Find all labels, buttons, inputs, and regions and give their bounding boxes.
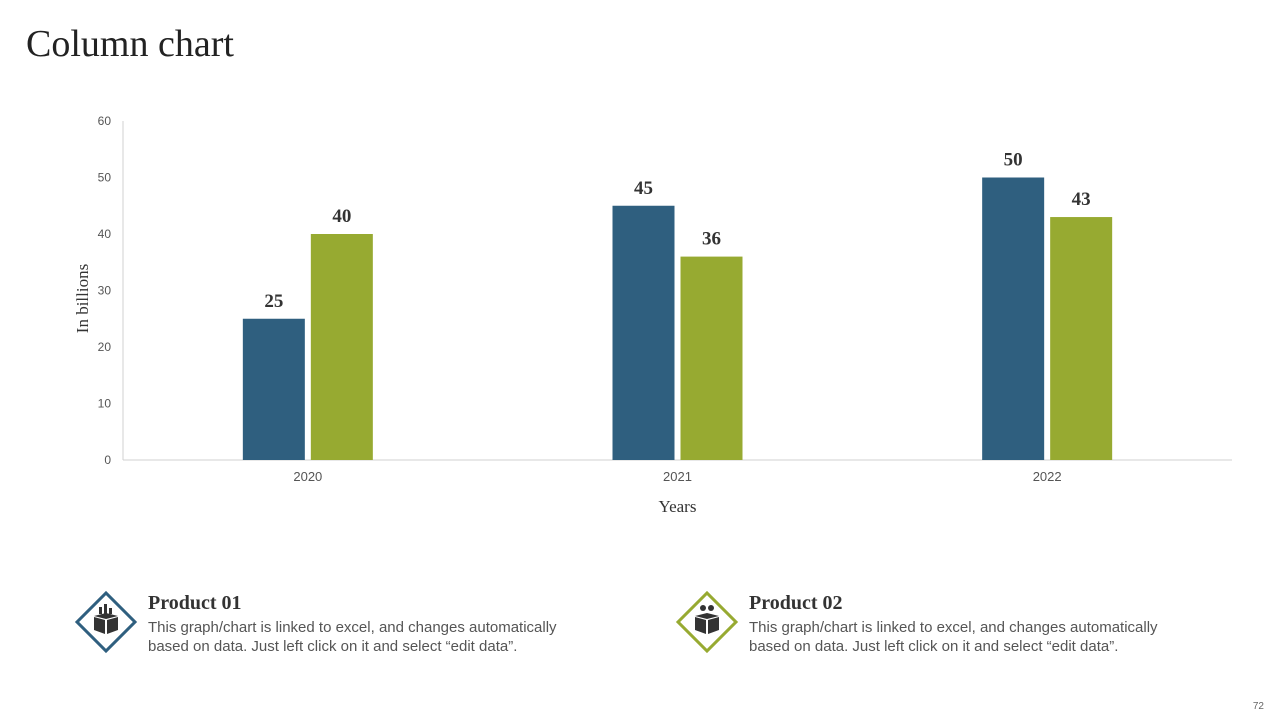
legend-description-line: based on data. Just left click on it and… [749,638,1119,655]
y-tick-label: 10 [98,397,112,411]
x-tick-label: 2022 [1033,469,1062,484]
legend-description-line: This graph/chart is linked to excel, and… [749,619,1158,636]
page-title: Column chart [26,23,234,65]
y-tick-label: 30 [98,284,112,298]
legend-description-line: This graph/chart is linked to excel, and… [148,619,557,636]
data-label: 43 [1072,189,1091,210]
bar [1050,217,1113,460]
legend-title: Product 01 [148,592,242,614]
y-tick-label: 20 [98,340,112,354]
bar [982,177,1045,460]
bar [612,205,675,460]
data-label: 40 [332,206,351,227]
legend-card-product-02: Product 02 This graph/chart is linked to… [675,590,1158,658]
bar [242,318,305,460]
data-label: 50 [1004,150,1023,171]
y-tick-label: 0 [104,453,111,467]
page-number: 72 [1252,701,1264,712]
x-axis-title: Years [659,497,697,516]
legend-description: This graph/chart is linked to excel, and… [749,618,1189,656]
y-tick-label: 50 [98,171,112,185]
bar [310,234,373,460]
bar [680,256,743,460]
legend-card-product-01: Product 01 This graph/chart is linked to… [74,590,557,658]
legend-description: This graph/chart is linked to excel, and… [148,618,588,656]
data-label: 36 [702,229,721,250]
legend-description-line: based on data. Just left click on it and… [148,638,518,655]
y-tick-label: 40 [98,227,112,241]
data-label: 45 [634,178,653,199]
box-chart-icon [94,604,118,634]
legend-title: Product 02 [749,592,843,614]
y-tick-label: 60 [98,114,112,128]
column-chart: 0 10 20 30 40 50 60 25 40 2020 45 36 2021 50 43 2022 Yea… [73,114,1232,516]
data-label: 25 [264,291,283,312]
gift-box-icon [695,605,719,634]
y-axis-title: In billions [73,264,92,333]
x-tick-label: 2020 [293,469,322,484]
x-tick-label: 2021 [663,469,692,484]
